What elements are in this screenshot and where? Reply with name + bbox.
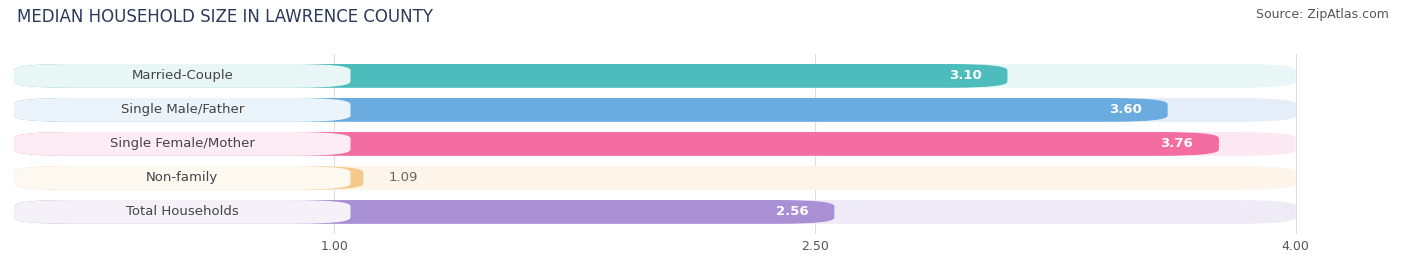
FancyBboxPatch shape bbox=[14, 64, 1296, 88]
FancyBboxPatch shape bbox=[14, 64, 1008, 88]
Text: 3.10: 3.10 bbox=[949, 69, 981, 82]
Text: Single Male/Father: Single Male/Father bbox=[121, 103, 243, 116]
FancyBboxPatch shape bbox=[14, 98, 1296, 122]
FancyBboxPatch shape bbox=[14, 64, 350, 88]
Text: 3.60: 3.60 bbox=[1109, 103, 1142, 116]
Text: 3.76: 3.76 bbox=[1160, 137, 1194, 150]
FancyBboxPatch shape bbox=[14, 98, 350, 122]
Text: 1.09: 1.09 bbox=[389, 171, 419, 185]
FancyBboxPatch shape bbox=[14, 166, 350, 190]
Text: Single Female/Mother: Single Female/Mother bbox=[110, 137, 254, 150]
Text: Non-family: Non-family bbox=[146, 171, 218, 185]
Text: Total Households: Total Households bbox=[127, 206, 239, 218]
FancyBboxPatch shape bbox=[14, 200, 350, 224]
FancyBboxPatch shape bbox=[14, 166, 363, 190]
FancyBboxPatch shape bbox=[14, 132, 350, 156]
FancyBboxPatch shape bbox=[14, 132, 1219, 156]
FancyBboxPatch shape bbox=[14, 166, 1296, 190]
FancyBboxPatch shape bbox=[14, 132, 1296, 156]
Text: Source: ZipAtlas.com: Source: ZipAtlas.com bbox=[1256, 8, 1389, 21]
Text: Married-Couple: Married-Couple bbox=[131, 69, 233, 82]
Text: 2.56: 2.56 bbox=[776, 206, 808, 218]
FancyBboxPatch shape bbox=[14, 98, 1167, 122]
Text: MEDIAN HOUSEHOLD SIZE IN LAWRENCE COUNTY: MEDIAN HOUSEHOLD SIZE IN LAWRENCE COUNTY bbox=[17, 8, 433, 26]
FancyBboxPatch shape bbox=[14, 200, 1296, 224]
FancyBboxPatch shape bbox=[14, 200, 834, 224]
